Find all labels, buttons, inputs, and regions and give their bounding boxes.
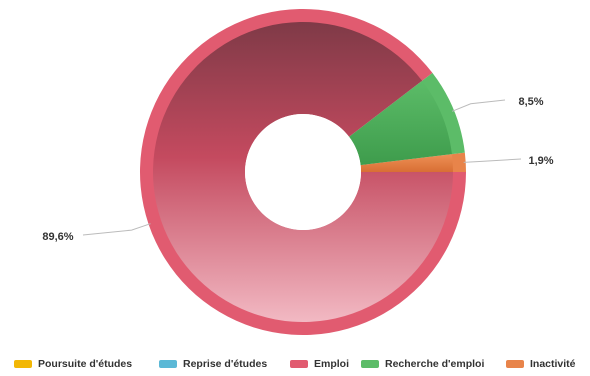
slice-fills — [153, 21, 454, 322]
slice-inactivite[interactable] — [360, 154, 453, 172]
legend-swatch — [361, 360, 379, 368]
value-labels: 89,6% 8,5% 1,9% — [42, 96, 553, 243]
connector-inactivite — [463, 158, 522, 163]
connector-recherche — [451, 99, 506, 112]
value-label-inactivite: 1,9% — [528, 155, 553, 167]
value-label-emploi: 89,6% — [42, 231, 73, 243]
slice-rim-recherche[interactable] — [421, 72, 465, 155]
slice-emploi[interactable] — [153, 21, 454, 322]
slice-rim-inactivite[interactable] — [450, 152, 466, 172]
slice-recherche[interactable] — [349, 80, 452, 166]
connector-emploi — [82, 223, 151, 236]
legend-swatch — [159, 360, 177, 368]
donut-hole — [245, 114, 361, 230]
legend-item-recherche[interactable]: Recherche d'emploi — [361, 357, 484, 371]
legend-label: Reprise d'études — [183, 358, 268, 370]
legend-swatch — [290, 360, 308, 368]
slice-rims — [139, 9, 466, 336]
value-label-recherche: 8,5% — [518, 96, 543, 108]
label-connectors — [82, 99, 522, 236]
legend-swatch — [14, 360, 32, 368]
legend-label: Recherche d'emploi — [385, 358, 485, 370]
legend-label: Inactivité — [530, 358, 576, 370]
legend-swatch — [506, 360, 524, 368]
legend-item-reprise[interactable]: Reprise d'études — [159, 357, 267, 371]
legend-item-inactivite[interactable]: Inactivité — [506, 357, 576, 371]
legend-label: Emploi — [314, 358, 350, 370]
legend-item-emploi[interactable]: Emploi — [290, 357, 349, 371]
legend: Poursuite d'études Reprise d'études Empl… — [0, 357, 590, 373]
legend-label: Poursuite d'études — [38, 358, 133, 370]
legend-item-poursuite[interactable]: Poursuite d'études — [14, 357, 132, 371]
